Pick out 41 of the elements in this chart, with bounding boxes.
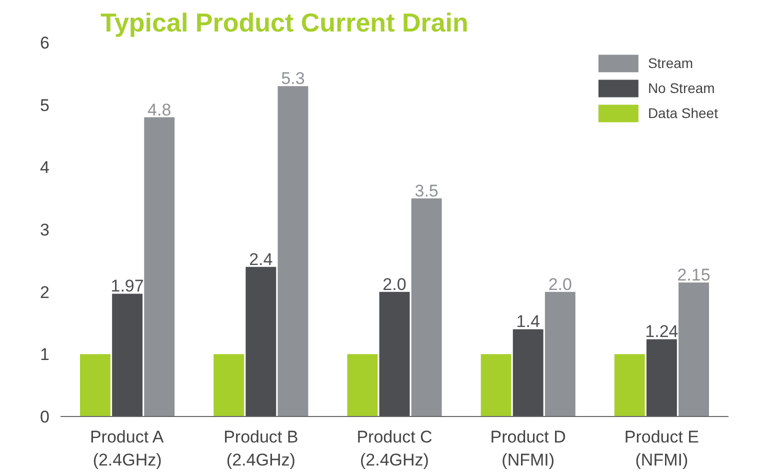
bar <box>512 329 544 416</box>
x-tick-label: Product C (2.4GHz) <box>356 428 432 470</box>
bar <box>379 292 410 416</box>
data-label: 5.3 <box>281 69 305 88</box>
data-label: 1.4 <box>516 312 540 332</box>
bar <box>278 86 308 416</box>
bar <box>678 282 709 416</box>
data-label: 4.8 <box>148 100 172 120</box>
y-tick-label: 3 <box>40 220 50 240</box>
data-label: 2.0 <box>548 274 572 294</box>
y-tick-label: 1 <box>40 345 50 364</box>
y-tick-label: 6 <box>40 34 50 52</box>
bar <box>246 266 276 416</box>
legend-label: No Stream <box>648 80 715 96</box>
bar <box>80 354 110 416</box>
x-tick-label: Product B (2.4GHz) <box>224 428 298 470</box>
legend-label: Stream <box>648 55 694 71</box>
bar <box>112 294 143 416</box>
data-label: 3.5 <box>414 181 438 200</box>
bar <box>347 354 378 416</box>
bar <box>646 339 677 416</box>
bar <box>411 198 442 416</box>
data-label: 2.4 <box>249 250 273 269</box>
x-tick-label: Product D (NFMI) <box>490 428 566 470</box>
data-label: 2.15 <box>677 265 710 284</box>
legend-label: Data Sheet <box>648 105 718 121</box>
x-tick-label: Product A (2.4GHz) <box>90 428 164 470</box>
bar <box>480 354 512 416</box>
bar <box>214 354 244 416</box>
y-tick-label: 4 <box>40 158 50 178</box>
chart-title: Typical Product Current Drain <box>100 8 468 38</box>
bar <box>544 292 576 416</box>
bar <box>614 354 645 416</box>
y-tick-label: 5 <box>40 96 50 115</box>
y-tick-label: 0 <box>40 408 50 426</box>
bar <box>144 117 175 416</box>
y-tick-label: 2 <box>40 282 50 302</box>
x-tick-label: Product E (NFMI) <box>624 428 700 470</box>
data-label: 1.97 <box>110 276 144 296</box>
data-label: 2.0 <box>382 274 406 294</box>
data-label: 1.24 <box>645 322 678 342</box>
